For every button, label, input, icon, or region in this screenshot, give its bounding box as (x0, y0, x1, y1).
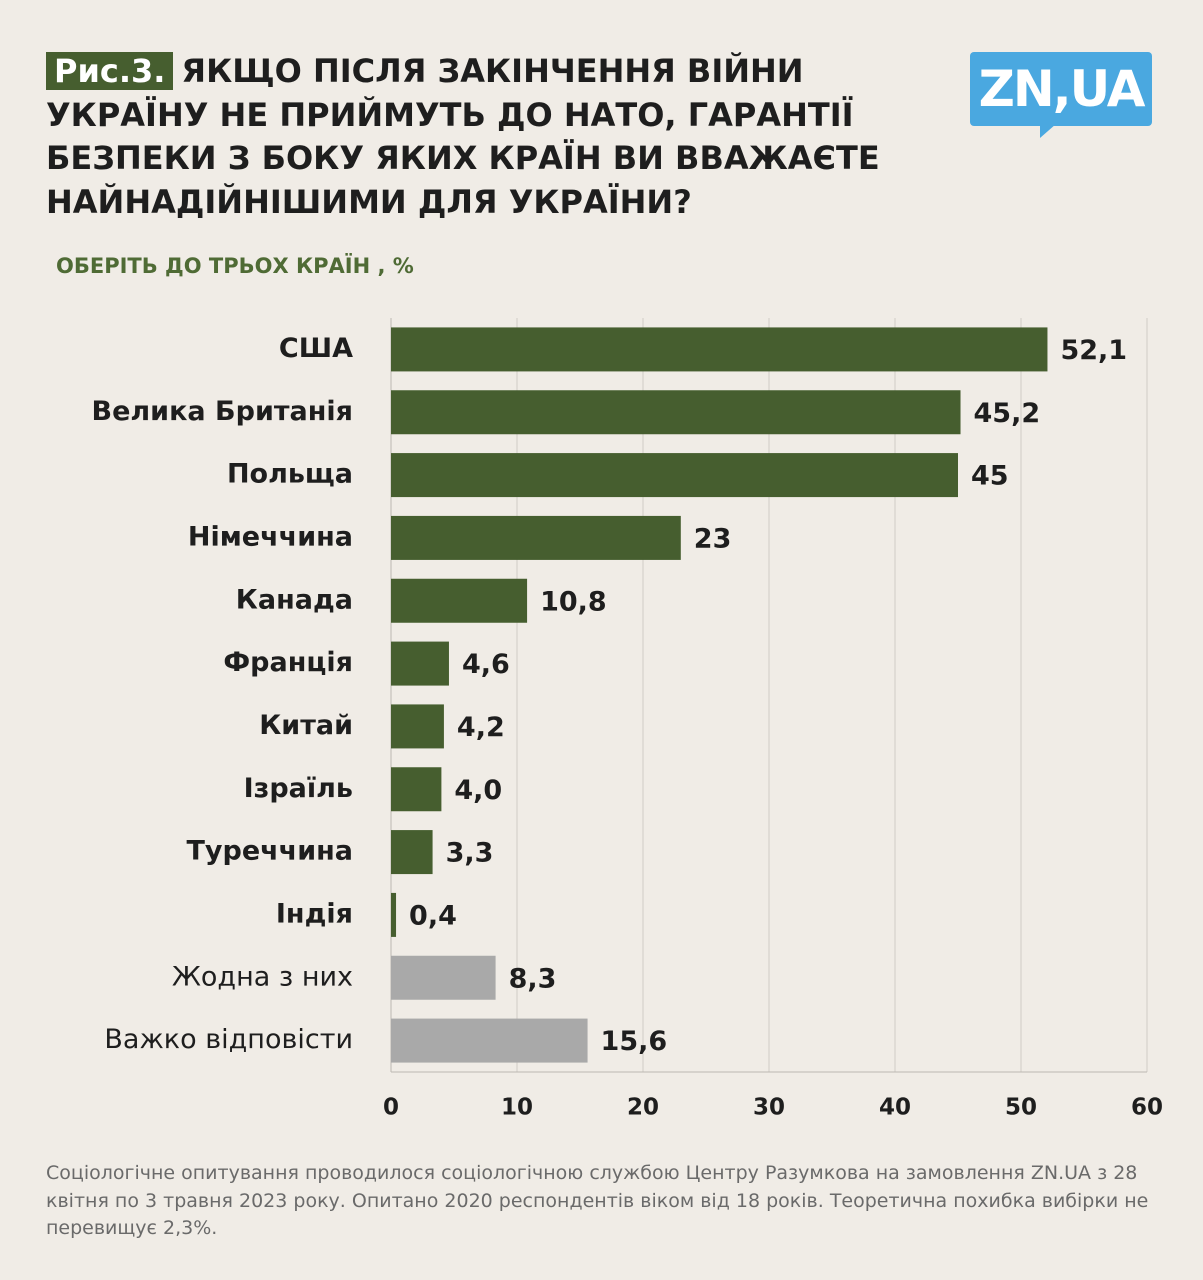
category-label: США (279, 333, 353, 364)
value-label: 45,2 (974, 398, 1041, 429)
x-tick-label: 50 (1005, 1095, 1037, 1121)
value-label: 23 (694, 523, 732, 554)
figure-label: Рис.3. (46, 52, 174, 90)
category-label: Індія (276, 898, 353, 929)
chart-subtitle: ОБЕРІТЬ ДО ТРЬОХ КРАЇН , % (56, 254, 414, 278)
x-tick-label: 20 (627, 1095, 659, 1121)
category-label: Німеччина (188, 521, 353, 552)
category-label: Китай (259, 710, 353, 741)
value-label: 3,3 (446, 838, 494, 869)
value-label: 52,1 (1060, 335, 1127, 366)
value-label: 45 (971, 461, 1009, 492)
category-label: Важко відповісти (104, 1024, 353, 1055)
category-label: Франція (223, 647, 353, 678)
category-label: Велика Британія (92, 396, 353, 427)
chart-title: ЯКЩО ПІСЛЯ ЗАКІНЧЕННЯ ВІЙНИ УКРАЇНУ НЕ П… (46, 52, 880, 221)
x-tick-label: 30 (753, 1095, 785, 1121)
category-label: Туреччина (186, 836, 353, 867)
x-tick-label: 0 (383, 1095, 399, 1121)
value-label: 4,2 (457, 712, 505, 743)
logo-tail (1040, 124, 1056, 138)
bar (391, 578, 528, 623)
value-label: 0,4 (409, 900, 457, 931)
chart: 0 10 20 30 40 50 60 США 52,1 Велика Британія 45,2 П… (92, 318, 1163, 1121)
bar (391, 515, 681, 560)
bar (391, 830, 433, 875)
x-tick-label: 60 (1131, 1095, 1163, 1121)
bar (391, 390, 961, 435)
category-label: Канада (236, 584, 353, 615)
category-label: Ізраїль (244, 773, 353, 804)
category-label: Жодна з них (172, 961, 353, 992)
footnote: Соціологічне опитування проводилося соці… (46, 1162, 1149, 1239)
value-label: 4,0 (454, 775, 502, 806)
value-label: 10,8 (540, 586, 607, 617)
bar (391, 955, 496, 1000)
title-block: Рис.3. ЯКЩО ПІСЛЯ ЗАКІНЧЕННЯ ВІЙНИ УКРАЇН… (46, 50, 926, 224)
bar (391, 1018, 588, 1063)
value-label: 8,3 (509, 963, 557, 994)
bar (391, 641, 449, 686)
value-label: 4,6 (462, 649, 510, 680)
bar (391, 453, 958, 498)
bar (391, 327, 1048, 372)
logo: ZN,UA (970, 52, 1152, 126)
value-label: 15,6 (601, 1026, 668, 1057)
bar (391, 892, 397, 937)
x-tick-label: 10 (501, 1095, 533, 1121)
category-label: Польща (227, 459, 353, 490)
bar (391, 767, 442, 812)
x-tick-label: 40 (879, 1095, 911, 1121)
bar (391, 704, 444, 749)
